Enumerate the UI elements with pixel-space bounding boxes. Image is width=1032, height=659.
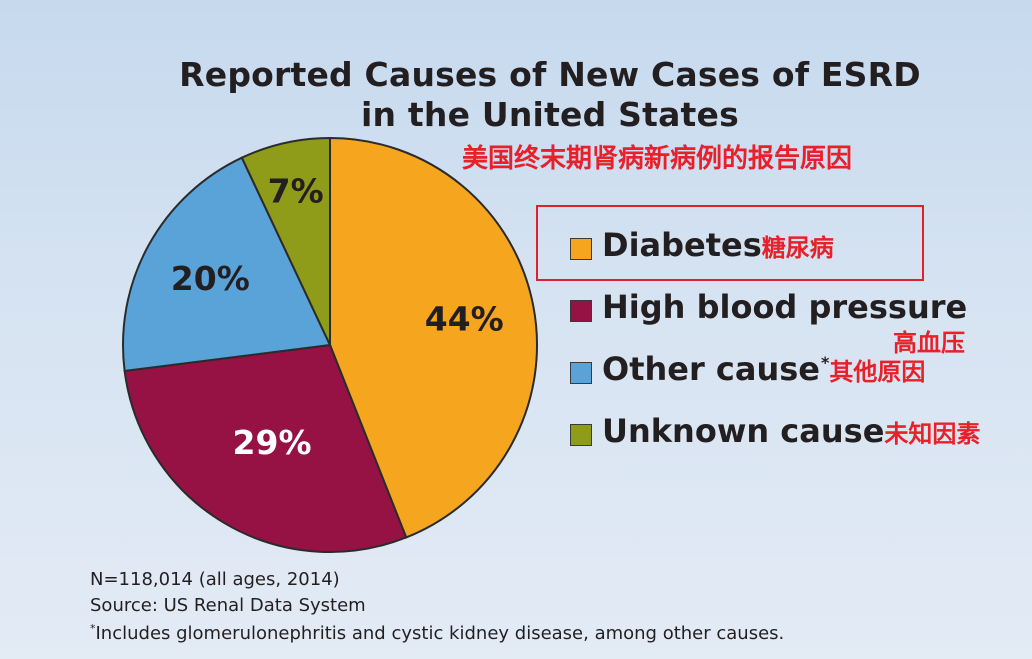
legend-label-other: Other cause (602, 350, 820, 388)
legend-label-diabetes: Diabetes (602, 226, 762, 264)
pie-label-diabetes: 44% (425, 299, 504, 338)
chart-subtitle-chinese: 美国终末期肾病新病例的报告原因 (462, 144, 853, 174)
legend-swatch-unknown (570, 424, 592, 446)
diabetes-highlight-box (536, 205, 924, 281)
legend-label-other-cn: 其他原因 (829, 358, 926, 386)
pie-label-other-cause: 20% (171, 259, 250, 298)
legend-swatch-hbp (570, 300, 592, 322)
pie-slice-unknown-cause (240, 136, 331, 346)
footnote-includes-text: Includes glomerulonephritis and cystic k… (95, 623, 785, 644)
legend-label-hbp-cn: 高血压 (893, 329, 965, 357)
legend-swatch-diabetes (570, 238, 592, 260)
legend-swatch-other (570, 362, 592, 384)
legend-label-unknown: Unknown cause (602, 412, 885, 450)
pie-slice-diabetes (329, 136, 538, 539)
legend-label-hbp: High blood pressure (602, 288, 968, 326)
chart-title-line-2: in the United States (361, 95, 739, 134)
chart-title-line-1: Reported Causes of New Cases of ESRD (179, 55, 921, 94)
pie-slice-high-blood-pressure (123, 343, 408, 553)
pie-slice-other-cause (122, 156, 332, 373)
footnote-source: Source: US Renal Data System (90, 595, 366, 616)
legend-label-diabetes-cn: 糖尿病 (761, 234, 834, 262)
footnote-sample-size: N=118,014 (all ages, 2014) (90, 569, 340, 590)
pie-label-high-blood-pressure: 29% (233, 423, 312, 462)
legend-other-asterisk: * (821, 353, 830, 373)
pie-label-unknown-cause: 7% (268, 171, 324, 210)
legend-label-unknown-cn: 未知因素 (884, 420, 981, 448)
footnote-asterisk: * (90, 622, 96, 635)
footnote-includes: *Includes glomerulonephritis and cystic … (90, 622, 784, 644)
